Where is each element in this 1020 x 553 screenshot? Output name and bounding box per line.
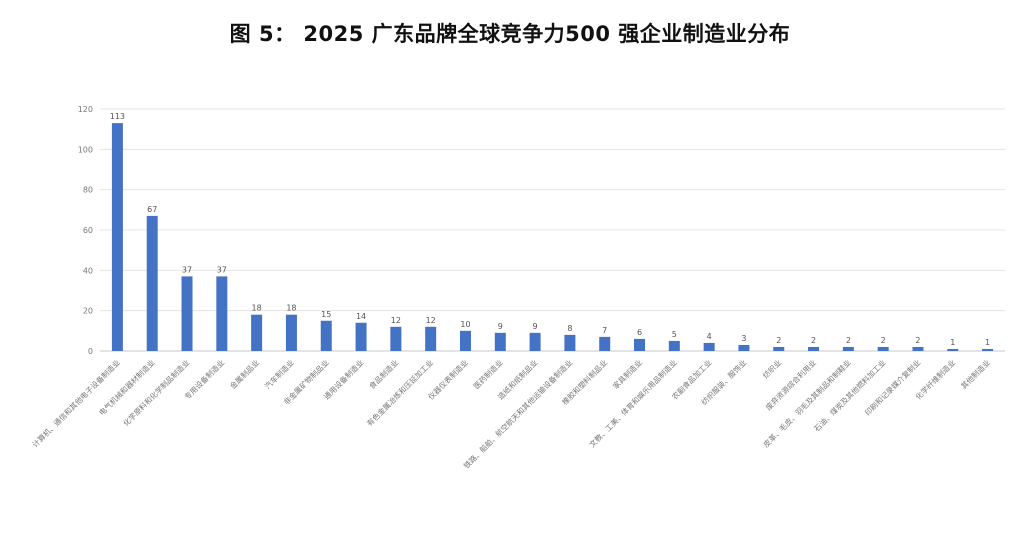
data-label: 2 <box>881 336 886 345</box>
bar <box>912 346 924 351</box>
bar <box>320 320 332 351</box>
bar <box>599 336 611 351</box>
bar <box>738 344 750 351</box>
category-labels: 计算机、通信和其他电子设备制造业电气机械和器材制造业化学原料和化学制品制造业专用… <box>30 357 992 470</box>
bar <box>808 346 820 351</box>
data-label: 18 <box>252 304 262 313</box>
y-tick-label: 40 <box>83 266 93 275</box>
category-label: 印刷和记录媒介复制业 <box>862 357 922 417</box>
bar <box>425 326 437 351</box>
y-axis-ticks: 0 20 40 60 80 100 120 <box>78 105 93 356</box>
bar <box>216 276 228 351</box>
category-label: 有色金属冶炼和压延加工业 <box>364 357 435 428</box>
data-label: 9 <box>533 322 538 331</box>
bar <box>146 215 158 351</box>
data-label: 5 <box>672 330 677 339</box>
y-tick-label: 100 <box>78 145 93 154</box>
data-label: 2 <box>776 336 781 345</box>
data-label: 3 <box>741 334 746 343</box>
data-labels: 113 67 37 37 18 18 15 14 12 12 10 9 9 8 7 6 5 4 3 2 2 2 2 2 1 1 <box>110 112 990 347</box>
data-label: 37 <box>182 265 192 274</box>
y-tick-label: 80 <box>83 186 93 195</box>
category-label: 石油、煤炭及其他燃料加工业 <box>812 357 888 433</box>
data-label: 12 <box>391 316 401 325</box>
category-label: 电气机械和器材制造业 <box>97 357 157 417</box>
data-label: 10 <box>460 320 470 329</box>
bar <box>181 276 193 351</box>
bar <box>773 346 785 351</box>
bar <box>668 340 680 351</box>
bar <box>564 334 576 351</box>
bar <box>703 342 715 351</box>
data-label: 4 <box>707 332 712 341</box>
bar <box>529 332 541 351</box>
bars <box>111 123 994 351</box>
y-tick-label: 120 <box>78 105 93 114</box>
y-tick-label: 20 <box>83 307 93 316</box>
data-label: 1 <box>950 338 955 347</box>
bar <box>494 332 506 351</box>
category-label: 纺织业 <box>760 357 783 380</box>
data-label: 2 <box>915 336 920 345</box>
data-label: 67 <box>147 205 157 214</box>
data-label: 2 <box>846 336 851 345</box>
bar <box>111 123 123 351</box>
data-label: 1 <box>985 338 990 347</box>
data-label: 6 <box>637 328 642 337</box>
bar <box>459 330 471 351</box>
gridlines <box>100 108 1005 352</box>
bar <box>842 346 854 351</box>
data-label: 15 <box>321 310 331 319</box>
y-tick-label: 60 <box>83 226 93 235</box>
category-label: 金属制品业 <box>227 357 261 391</box>
bar <box>947 348 959 351</box>
y-tick-label: 0 <box>88 347 93 356</box>
bar <box>982 348 994 351</box>
data-label: 37 <box>217 265 227 274</box>
category-label: 食品制造业 <box>367 357 401 391</box>
category-label: 汽车制造业 <box>262 357 296 391</box>
data-label: 113 <box>110 112 125 121</box>
bar <box>285 314 297 351</box>
bar <box>390 326 402 351</box>
chart-title: 图 5： 2025 广东品牌全球竞争力500 强企业制造业分布 <box>229 22 791 46</box>
category-label: 家具制造业 <box>610 357 644 391</box>
data-label: 14 <box>356 312 366 321</box>
bar <box>877 346 889 351</box>
category-label: 其他制造业 <box>958 357 992 391</box>
category-label: 化学原料和化学制品制造业 <box>121 357 192 428</box>
category-label: 医药制造业 <box>471 357 505 391</box>
data-label: 18 <box>286 304 296 313</box>
data-label: 9 <box>498 322 503 331</box>
data-label: 7 <box>602 326 607 335</box>
bar <box>251 314 263 351</box>
data-label: 2 <box>811 336 816 345</box>
data-label: 12 <box>426 316 436 325</box>
data-label: 8 <box>567 324 572 333</box>
bar <box>634 338 646 351</box>
bar <box>355 322 367 351</box>
